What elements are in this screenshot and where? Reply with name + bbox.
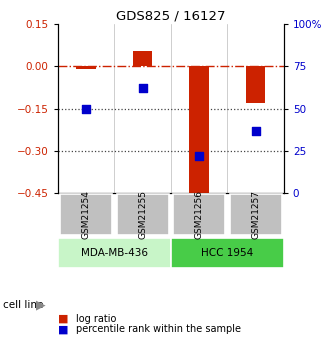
FancyBboxPatch shape (60, 194, 112, 235)
Bar (246, 66, 265, 103)
Bar (133, 51, 152, 66)
Text: GSM21256: GSM21256 (194, 190, 204, 239)
Point (196, 153, 202, 159)
FancyBboxPatch shape (171, 238, 284, 268)
Text: ■: ■ (58, 314, 68, 324)
Text: GSM21255: GSM21255 (138, 190, 147, 239)
Point (140, 86, 145, 91)
Text: cell line: cell line (3, 300, 44, 310)
Point (83, 106, 89, 111)
Bar (189, 66, 209, 196)
FancyBboxPatch shape (173, 194, 225, 235)
Text: GSM21257: GSM21257 (251, 190, 260, 239)
FancyBboxPatch shape (230, 194, 281, 235)
Point (253, 128, 258, 133)
FancyBboxPatch shape (116, 194, 169, 235)
Text: HCC 1954: HCC 1954 (201, 248, 253, 258)
Text: GSM21254: GSM21254 (82, 190, 90, 239)
Title: GDS825 / 16127: GDS825 / 16127 (116, 10, 225, 23)
Text: percentile rank within the sample: percentile rank within the sample (76, 325, 241, 334)
Text: MDA-MB-436: MDA-MB-436 (81, 248, 148, 258)
Text: log ratio: log ratio (76, 314, 116, 324)
Text: ■: ■ (58, 325, 68, 334)
Text: ▶: ▶ (36, 299, 46, 312)
Bar (76, 66, 96, 69)
FancyBboxPatch shape (58, 238, 171, 268)
